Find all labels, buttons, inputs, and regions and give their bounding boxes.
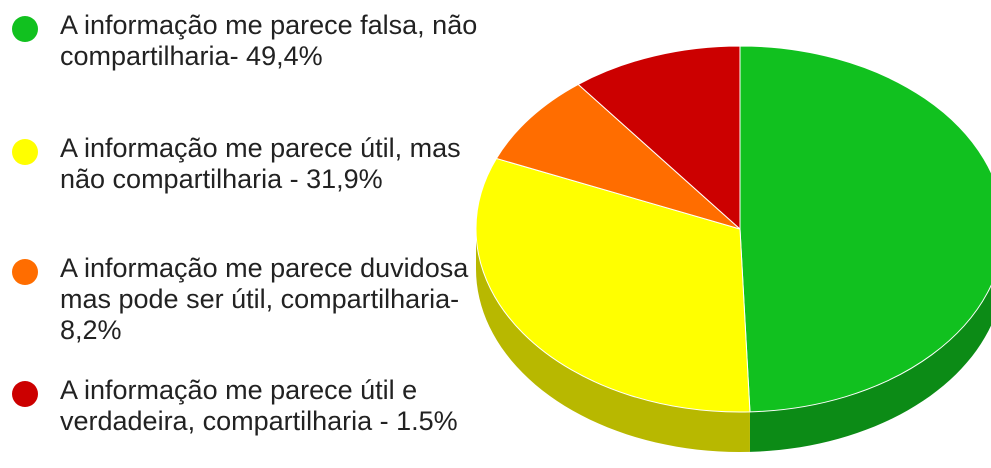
legend-label: A informação me parece duvidosa mas pode… — [60, 253, 469, 345]
slice-side — [749, 285, 991, 452]
slice — [739, 45, 991, 413]
legend-swatch — [12, 139, 38, 165]
legend-entry: A informação me parece útil e verdadeira… — [0, 375, 500, 437]
slice — [577, 45, 741, 231]
legend-swatch — [12, 259, 38, 285]
legend-entry: A informação me parece duvidosa mas pode… — [0, 253, 500, 346]
legend-label: A informação me parece útil, mas não com… — [60, 133, 461, 194]
slice-side — [476, 229, 750, 452]
legend-label: A informação me parece útil e verdadeira… — [60, 375, 458, 436]
legend-entry: A informação me parece útil, mas não com… — [0, 133, 500, 195]
slice — [495, 83, 741, 230]
legend-label: A informação me parece falsa, não compar… — [60, 10, 478, 71]
legend-swatch — [12, 381, 38, 407]
legend-swatch — [12, 16, 38, 42]
slice — [475, 157, 751, 413]
legend-entry: A informação me parece falsa, não compar… — [0, 10, 500, 72]
